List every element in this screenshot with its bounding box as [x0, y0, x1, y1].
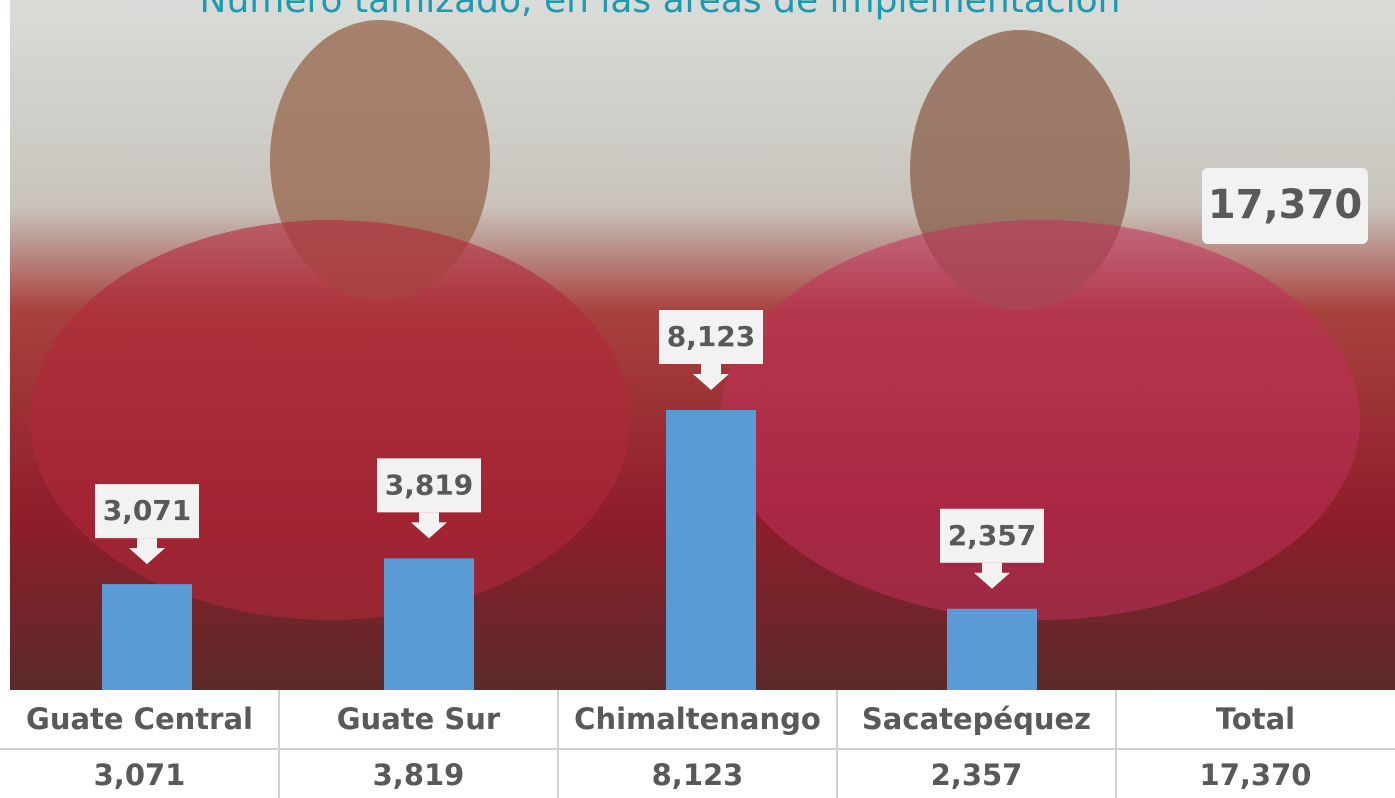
bar	[666, 410, 756, 690]
data-label: 2,357	[948, 519, 1037, 552]
blouse-left	[30, 220, 630, 620]
table: Guate Central 3,071 Guate Sur 3,819 Chimalte…	[0, 690, 1395, 798]
bar	[947, 609, 1037, 690]
bar	[102, 584, 192, 690]
table-header: Guate Sur	[337, 702, 501, 736]
table-value: 3,819	[373, 758, 465, 792]
bar	[384, 558, 474, 690]
data-label: 3,071	[103, 494, 192, 527]
infographic: Número tamizado, en las áreas de impleme…	[0, 0, 1395, 798]
table-header: Sacatepéquez	[862, 702, 1091, 736]
chart-title: Número tamizado, en las áreas de impleme…	[200, 0, 1121, 21]
table-value: 3,071	[94, 758, 186, 792]
table-value: 8,123	[652, 758, 744, 792]
table-value: 17,370	[1200, 758, 1312, 792]
total-callout: 17,370	[1208, 182, 1362, 228]
table-value: 2,357	[931, 758, 1023, 792]
table-header: Chimaltenango	[574, 702, 821, 736]
table-header: Guate Central	[26, 702, 253, 736]
data-label: 3,819	[385, 468, 474, 501]
table-header: Total	[1216, 702, 1295, 736]
data-label: 8,123	[667, 320, 756, 353]
